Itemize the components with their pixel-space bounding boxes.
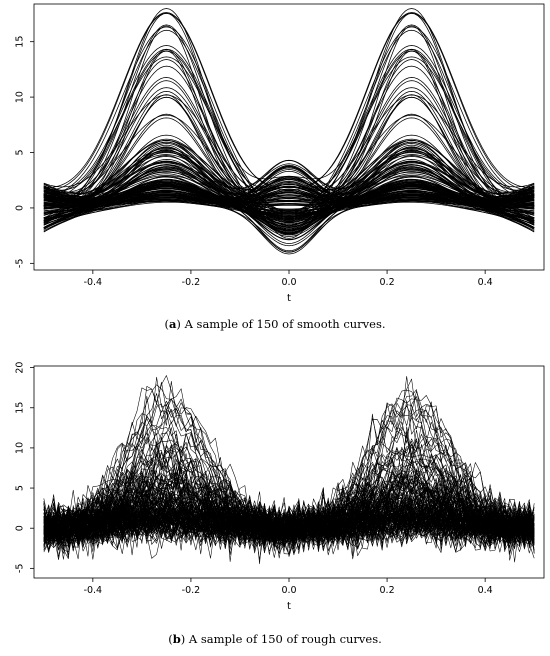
y-tick-label: 10	[15, 442, 26, 454]
curve-line	[43, 149, 535, 240]
x-tick-label: -0.2	[182, 277, 201, 288]
y-tick-label: -5	[15, 564, 26, 573]
curve-line	[43, 167, 535, 203]
y-tick-label: 5	[15, 149, 26, 155]
curve-line	[43, 156, 535, 197]
curve-line	[43, 475, 535, 554]
curve-line	[43, 113, 535, 202]
x-tick-label: -0.4	[84, 277, 103, 288]
curve-line	[43, 475, 535, 546]
curve-line	[43, 466, 535, 551]
y-tick-label: 20	[15, 362, 26, 374]
caption-a: (a) A sample of 150 of smooth curves.	[0, 317, 550, 331]
curve-line	[43, 500, 535, 544]
x-tick-label: 0.2	[380, 277, 395, 288]
curve-line	[43, 187, 535, 226]
curve-line	[43, 179, 535, 253]
caption-b: (b) A sample of 150 of rough curves.	[0, 632, 550, 646]
curve-line	[43, 511, 535, 552]
x-tick-label: 0.4	[478, 277, 493, 288]
curve-line	[43, 409, 535, 540]
caption-b-letter: b	[172, 632, 181, 646]
caption-a-text: A sample of 150 of smooth curves.	[180, 317, 386, 331]
x-axis-label: t	[287, 293, 291, 304]
curve-line	[43, 452, 535, 539]
y-tick-label: -5	[15, 259, 26, 268]
curve-line	[43, 195, 535, 228]
y-tick-label: 0	[15, 205, 26, 211]
x-axis-label: t	[287, 601, 291, 612]
curve-line	[43, 140, 535, 211]
curve-line	[43, 154, 535, 210]
curve-line	[43, 45, 535, 212]
curve-line	[43, 25, 535, 230]
caption-a-close: )	[176, 317, 181, 331]
x-tick-label: 0.0	[281, 277, 296, 288]
curve-line	[43, 182, 535, 221]
smooth-curves-chart: -0.4 -0.2 0.0 0.2 0.4 -5 0 5 10 15 t	[15, 3, 545, 304]
y-tick-label: 15	[15, 402, 26, 414]
curve-line	[43, 169, 535, 201]
curve-line	[43, 176, 535, 204]
curve-line	[43, 12, 535, 191]
x-tick-label: 0.4	[478, 585, 493, 596]
curve-line	[43, 188, 535, 205]
panel-a-smooth-curves: -0.4 -0.2 0.0 0.2 0.4 -5 0 5 10 15 t	[0, 0, 550, 310]
curve-line	[43, 497, 535, 547]
x-tick-label: 0.0	[281, 585, 296, 596]
y-tick-label: 5	[15, 485, 26, 491]
curve-line	[43, 164, 535, 244]
curve-line	[43, 194, 535, 231]
caption-b-open: (	[168, 632, 173, 646]
curve-line	[43, 186, 535, 221]
y-tick-label: 15	[15, 36, 26, 48]
curve-line	[43, 94, 535, 219]
caption-a-letter: a	[168, 317, 177, 331]
curve-line	[43, 50, 535, 224]
curve-line	[43, 12, 535, 191]
curve-line	[43, 26, 535, 219]
curve-line	[43, 188, 535, 207]
curve-line	[43, 80, 535, 224]
curve-line	[43, 65, 535, 227]
curves-group	[43, 8, 535, 255]
curve-line	[43, 160, 535, 228]
x-tick-label: 0.2	[380, 585, 395, 596]
curve-line	[43, 24, 535, 235]
curve-line	[43, 134, 535, 223]
curve-line	[43, 478, 535, 555]
curve-line	[43, 164, 535, 226]
curve-line	[43, 96, 535, 228]
curves-group	[43, 375, 535, 565]
curve-line	[43, 29, 535, 226]
caption-b-close: )	[180, 632, 186, 646]
curve-line	[43, 138, 535, 216]
y-tick-label: 10	[15, 91, 26, 103]
curve-line	[43, 56, 535, 239]
curve-line	[43, 466, 535, 549]
curve-line	[43, 192, 535, 216]
x-tick-label: -0.2	[182, 585, 201, 596]
curve-line	[43, 395, 535, 555]
curve-line	[43, 494, 535, 544]
y-tick-label: 0	[15, 525, 26, 531]
curve-line	[43, 114, 535, 221]
curve-line	[43, 171, 535, 232]
rough-curves-chart: -0.4 -0.2 0.0 0.2 0.4 -5 0 5 10 15 20 t	[15, 362, 545, 612]
panel-b-rough-curves: -0.4 -0.2 0.0 0.2 0.4 -5 0 5 10 15 20 t	[0, 344, 550, 624]
caption-a-open: (	[164, 317, 169, 331]
caption-b-text: A sample of 150 of rough curves.	[185, 632, 382, 646]
curve-line	[43, 500, 535, 553]
curve-line	[43, 117, 535, 206]
curve-line	[43, 178, 535, 219]
curve-line	[43, 147, 535, 198]
curve-line	[43, 187, 535, 204]
curve-line	[43, 201, 535, 247]
x-tick-label: -0.4	[84, 585, 103, 596]
curve-line	[43, 197, 535, 225]
